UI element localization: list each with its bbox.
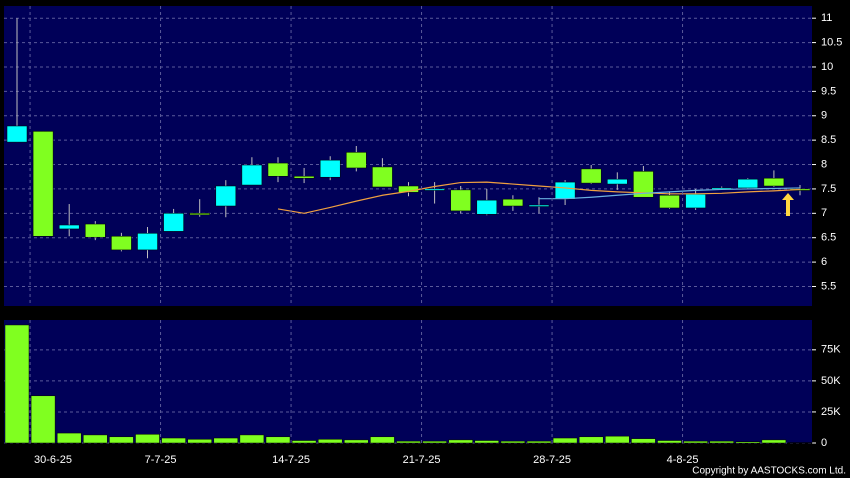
volume-bar (135, 434, 160, 444)
candle-body (476, 199, 498, 215)
y-tick-label: 7.5 (821, 183, 836, 195)
volume-bar (56, 432, 82, 444)
x-tick-label: 21-7-25 (403, 454, 441, 466)
volume-bar (500, 440, 526, 444)
volume-bar (370, 436, 395, 444)
volume-bar (657, 440, 682, 444)
volume-bar (239, 434, 265, 444)
y-tick-label: 9.5 (821, 85, 836, 97)
volume-bar (526, 440, 552, 444)
volume-bar (474, 440, 500, 444)
x-tick-label: 4-8-25 (667, 454, 699, 466)
volume-bar (344, 439, 369, 444)
candle-body (607, 178, 628, 185)
candle-body (58, 224, 80, 230)
x-tick-label: 30-6-25 (34, 454, 72, 466)
candle-body (763, 177, 785, 187)
y-tick-label: 6 (821, 256, 827, 268)
y-tick-label: 11 (821, 12, 832, 24)
candle-body (633, 171, 654, 198)
volume-bar (448, 439, 473, 444)
y-tick-label: 6.5 (821, 232, 836, 244)
x-tick-label: 28-7-25 (533, 454, 571, 466)
volume-bar (30, 395, 56, 444)
y-tick-label: 50K (821, 375, 841, 387)
candle-body (685, 194, 706, 209)
candle-body (580, 168, 602, 184)
x-tick-label: 7-7-25 (145, 454, 177, 466)
moving-average-line (539, 187, 801, 200)
candle-body (137, 233, 158, 251)
y-tick-label: 8 (821, 158, 827, 170)
y-tick-label: 8.5 (821, 134, 836, 146)
volume-bar (187, 439, 212, 444)
candle-body (554, 181, 576, 200)
layer: 5.5 6 6.5 7 7.5 8 8.5 9 9.5 10 10.5 11 0 25K 50K 75K 30-… (4, 6, 842, 466)
arrow-icon (782, 193, 794, 216)
volume-bar (761, 439, 787, 444)
candle-body (111, 235, 132, 251)
candle-body (241, 164, 263, 186)
moving-average-line (277, 181, 801, 214)
candle-body (189, 213, 210, 216)
candle-body (267, 162, 289, 177)
candle-body (319, 159, 341, 178)
copyright: Copyright by AASTOCKS.com Ltd. (692, 466, 846, 477)
y-tick-label: 5.5 (821, 280, 836, 292)
volume-bar (317, 439, 343, 444)
volume-bar (396, 440, 421, 444)
candle-body (32, 131, 54, 237)
volume-bar (552, 437, 578, 444)
y-tick-label: 7 (821, 207, 827, 219)
volume-bar (83, 434, 108, 444)
volume-bar (265, 436, 291, 444)
candle-body (528, 204, 550, 207)
y-tick-label: 0 (821, 437, 827, 449)
candle-body (502, 198, 524, 207)
y-tick-label: 25K (821, 406, 841, 418)
candle-body (6, 125, 28, 143)
candle-body (163, 213, 184, 232)
volume-bar (291, 440, 317, 444)
y-tick-label: 10.5 (821, 36, 842, 48)
volume-bar (605, 435, 630, 444)
volume-bar (4, 324, 30, 444)
y-tick-label: 9 (821, 110, 827, 122)
candle-body (293, 175, 315, 179)
volume-bar (578, 436, 604, 444)
volume-bar (735, 441, 761, 444)
volume-bar (109, 436, 134, 444)
volume-bar (631, 438, 656, 444)
volume-bar (422, 440, 447, 444)
candle-body (737, 178, 759, 189)
candle-body (85, 223, 106, 238)
candle-body (659, 195, 680, 209)
volume-bar (709, 440, 734, 444)
candle-body (450, 189, 471, 212)
x-tick-label: 14-7-25 (272, 454, 310, 466)
volume-bar (213, 437, 239, 444)
volume-bar (161, 437, 186, 444)
volume-panel (4, 320, 812, 443)
price-panel (4, 6, 812, 306)
candle-body (424, 188, 445, 191)
candle-body (346, 152, 367, 169)
candle-body (372, 166, 393, 188)
candle-body (215, 185, 237, 207)
y-tick-label: 75K (821, 344, 841, 356)
volume-bar (683, 440, 708, 444)
y-tick-label: 10 (821, 61, 833, 73)
